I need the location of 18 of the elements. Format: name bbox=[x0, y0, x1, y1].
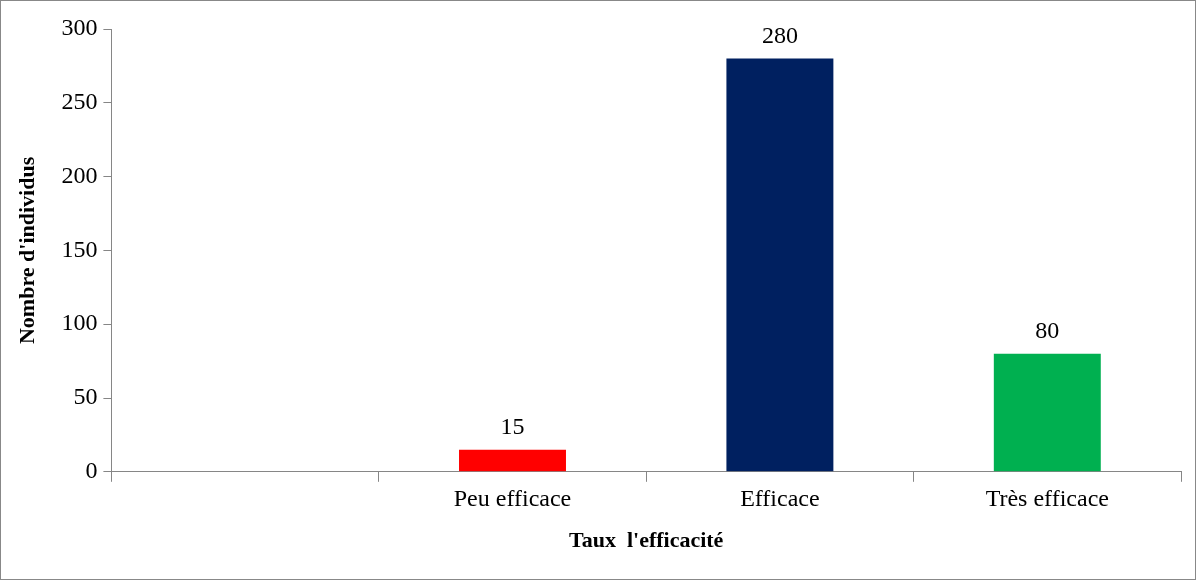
bar bbox=[726, 58, 834, 472]
y-tick-label: 50 bbox=[73, 383, 98, 410]
y-tick-label: 300 bbox=[61, 14, 98, 41]
y-tick-label: 200 bbox=[61, 161, 98, 188]
bar bbox=[459, 449, 566, 472]
y-axis-title: Nombre d'individus bbox=[13, 156, 39, 345]
data-label: 80 bbox=[1035, 317, 1060, 344]
y-tick-label: 150 bbox=[61, 235, 98, 262]
x-axis-title: Taux l'efficacité bbox=[569, 527, 724, 553]
y-tick-label: 100 bbox=[61, 309, 98, 336]
y-tick-label: 250 bbox=[61, 88, 98, 115]
x-tick-label: Efficace bbox=[740, 485, 820, 512]
x-tick-label: Peu efficace bbox=[453, 485, 572, 512]
x-tick-label: Très efficace bbox=[985, 485, 1109, 512]
bar bbox=[993, 353, 1101, 472]
y-tick-label: 0 bbox=[85, 457, 98, 484]
data-label: 15 bbox=[500, 412, 525, 439]
data-label: 280 bbox=[761, 21, 798, 48]
